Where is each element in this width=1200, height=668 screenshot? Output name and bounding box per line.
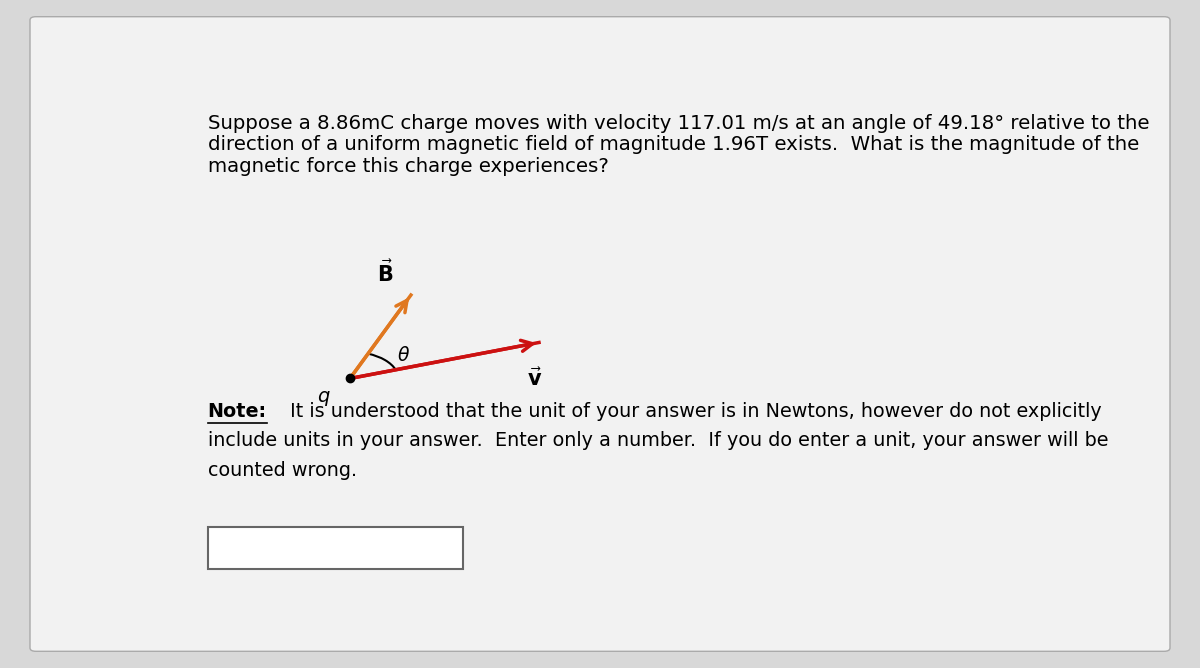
Text: |: | xyxy=(214,538,220,556)
Text: $q$: $q$ xyxy=(317,389,331,407)
Text: Note:: Note: xyxy=(208,401,266,421)
Text: Suppose a 8.86mC charge moves with velocity 117.01 m/s at an angle of 49.18° rel: Suppose a 8.86mC charge moves with veloc… xyxy=(208,114,1150,132)
FancyBboxPatch shape xyxy=(208,526,463,569)
Text: direction of a uniform magnetic field of magnitude 1.96T exists.  What is the ma: direction of a uniform magnetic field of… xyxy=(208,135,1139,154)
Text: $\vec{\mathbf{v}}$: $\vec{\mathbf{v}}$ xyxy=(527,367,542,390)
Text: $\theta$: $\theta$ xyxy=(397,346,410,365)
Text: magnetic force this charge experiences?: magnetic force this charge experiences? xyxy=(208,157,608,176)
Text: include units in your answer.  Enter only a number.  If you do enter a unit, you: include units in your answer. Enter only… xyxy=(208,432,1108,450)
Text: It is understood that the unit of your answer is in Newtons, however do not expl: It is understood that the unit of your a… xyxy=(284,401,1102,421)
Text: $\vec{\mathbf{B}}$: $\vec{\mathbf{B}}$ xyxy=(377,259,394,286)
Text: counted wrong.: counted wrong. xyxy=(208,462,356,480)
Text: I: I xyxy=(334,538,338,556)
